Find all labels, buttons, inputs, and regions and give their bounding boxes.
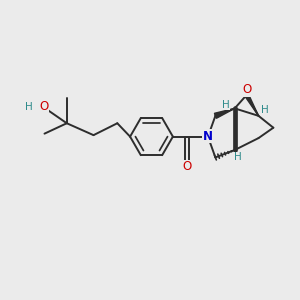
Text: H: H [25,102,33,112]
Text: H: H [261,106,269,116]
Text: H: H [234,152,242,162]
Text: O: O [182,160,192,173]
Text: N: N [203,130,213,142]
Text: H: H [222,100,230,110]
Text: O: O [242,83,251,96]
Polygon shape [214,108,235,118]
Polygon shape [245,94,259,116]
Text: O: O [39,100,49,113]
